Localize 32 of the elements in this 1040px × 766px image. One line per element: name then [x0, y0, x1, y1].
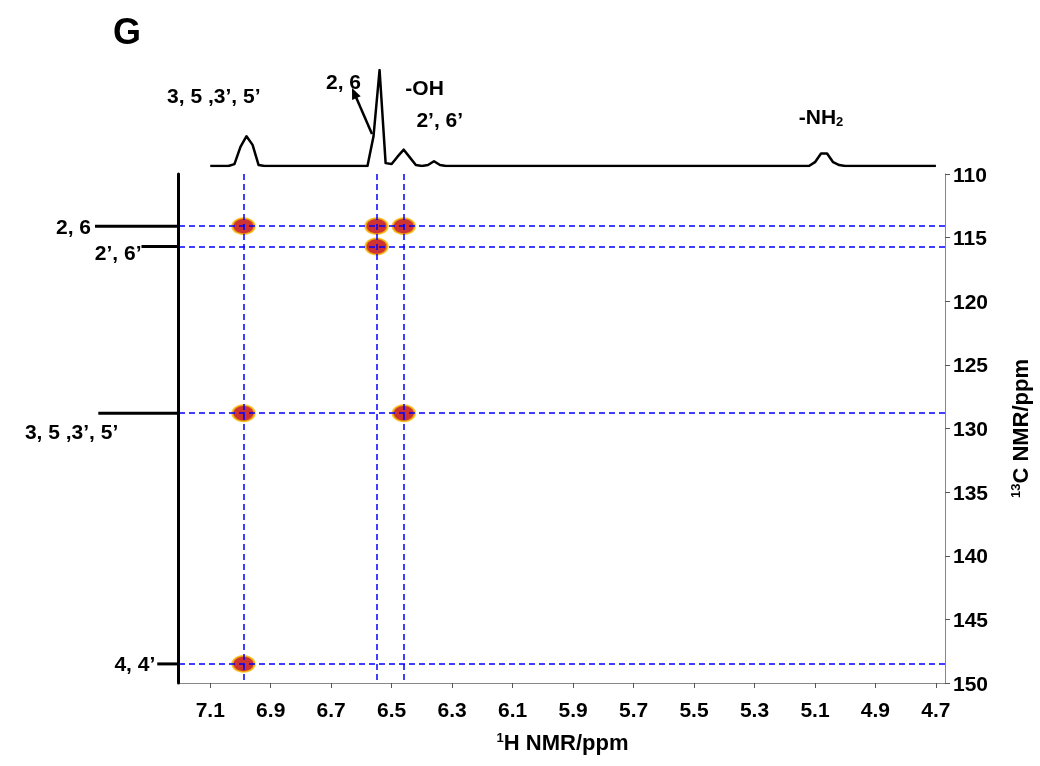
annotation: 3, 5 ,3’, 5’ [24, 420, 119, 444]
annotation: 3, 5 ,3’, 5’ [167, 84, 261, 108]
chart-title: G [113, 10, 142, 52]
x-tick-label: 5.1 [800, 698, 830, 721]
y-tick-label: 120 [953, 289, 989, 313]
y-tick-label: 130 [953, 417, 989, 440]
annotation: 2’, 6’ [94, 241, 142, 265]
x-tick-label: 6.9 [256, 698, 286, 721]
x-tick-label: 5.5 [679, 698, 709, 721]
x-tick-label: 4.9 [860, 698, 891, 721]
x-tick-label: 4.7 [921, 698, 951, 721]
x-tick-label: 6.7 [316, 698, 346, 721]
y-tick-label: 125 [953, 353, 989, 377]
y-tick-label: 135 [953, 480, 989, 504]
x-tick-label: 5.3 [739, 698, 770, 721]
y-axis-title: 13C NMR/ppm [1007, 358, 1033, 499]
y-tick-label: 150 [953, 671, 989, 695]
annotation: 2, 6 [326, 70, 362, 94]
x-tick-label: 6.3 [437, 698, 467, 721]
annotation: 2’, 6’ [416, 107, 464, 131]
annotation: 4, 4’ [114, 652, 156, 676]
y-tick-label: 110 [953, 162, 987, 186]
x-tick-label: 6.5 [377, 698, 407, 721]
x-tick-label: 7.1 [195, 698, 226, 721]
y-tick-label: 140 [953, 544, 989, 568]
x-tick-label: 6.1 [498, 698, 528, 721]
annotation: 2, 6 [55, 214, 91, 238]
y-tick-label: 115 [953, 226, 988, 250]
y-tick-label: 145 [953, 607, 989, 631]
x-tick-label: 5.9 [558, 698, 588, 721]
x-tick-label: 5.7 [618, 698, 649, 721]
annotation: -OH [405, 76, 444, 99]
